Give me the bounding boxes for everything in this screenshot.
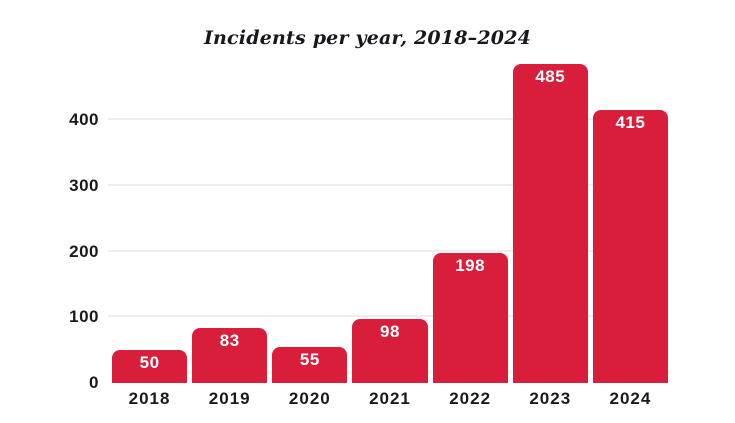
- gridline-100: [108, 315, 668, 318]
- x-tick-label-2018: 2018: [128, 389, 171, 408]
- x-tick-label-2024: 2024: [609, 389, 652, 408]
- y-tick-label-200: 200: [69, 241, 99, 261]
- bar-value-label-2020: 55: [299, 349, 320, 369]
- y-tick-label-100: 100: [69, 307, 99, 327]
- gridline-400: [108, 118, 668, 121]
- x-tick-label-2020: 2020: [288, 389, 331, 408]
- bar-2022: 198 2022: [432, 252, 508, 408]
- bar-2021: 98 2021: [352, 318, 428, 408]
- bar-value-label-2019: 83: [219, 331, 240, 351]
- y-tick-label-300: 300: [69, 175, 99, 195]
- chart-title: Incidents per year, 2018–2024: [203, 27, 532, 49]
- x-tick-label-2019: 2019: [208, 389, 251, 408]
- bar-value-label-2024: 415: [615, 113, 646, 133]
- bars-container: 50 2018 83 2019 55 2020 98 2021 198 2022 485 2023 41…: [112, 61, 668, 408]
- x-tick-label-2021: 2021: [369, 389, 411, 408]
- x-tick-label-2022: 2022: [449, 389, 492, 408]
- gridline-200: [108, 249, 668, 252]
- y-tick-label-0: 0: [89, 373, 99, 392]
- bar-2023: 485 2023: [512, 64, 588, 408]
- x-tick-label-2023: 2023: [529, 389, 572, 408]
- bar-value-label-2022: 198: [455, 255, 486, 275]
- plot-area: 50 2018 83 2019 55 2020 98 2021 198 2022 485 2023 41…: [69, 61, 668, 408]
- bar-value-label-2023: 485: [535, 67, 566, 87]
- bar-value-label-2018: 50: [139, 353, 160, 373]
- bar-value-label-2021: 98: [380, 321, 400, 341]
- y-tick-label-400: 400: [69, 110, 99, 130]
- bar-2018: 50 2018: [112, 350, 188, 408]
- bar-2019: 83 2019: [192, 328, 268, 408]
- bar-2020: 55 2020: [272, 346, 348, 408]
- bar-2024: 415 2024: [592, 110, 668, 408]
- gridline-300: [108, 183, 668, 186]
